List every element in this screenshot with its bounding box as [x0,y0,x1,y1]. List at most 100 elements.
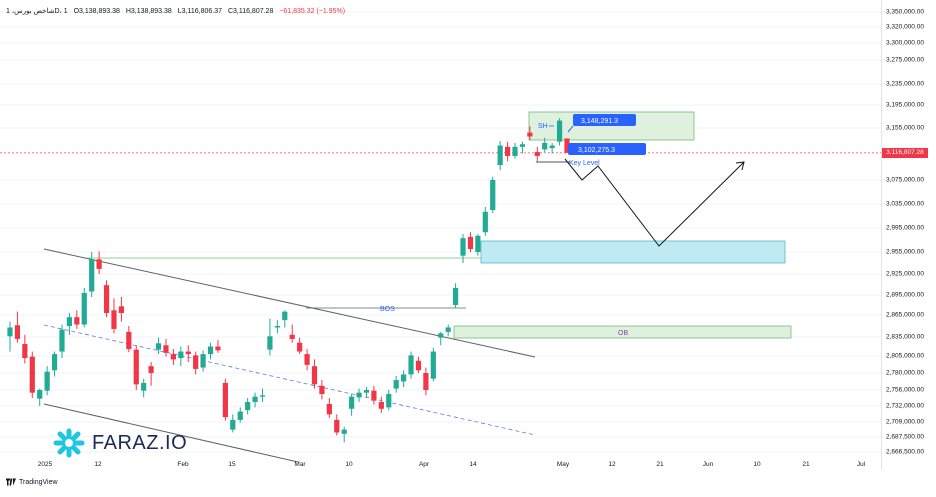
candle-body [326,404,332,415]
price-tick: 2,732,000.00 [886,402,924,410]
candle-body [445,327,451,332]
price-tick: 2,666,500.00 [886,448,924,456]
tradingview-footer[interactable]: TradingView [6,478,58,486]
ohlc-header: شاخص بورس، 1D، 1 O3,138,893.38 H3,138,89… [6,7,345,15]
candle-body [542,142,548,150]
price-tick: 3,195,000.00 [886,101,924,109]
bos-label: BOS [380,306,395,313]
candle-body [170,354,176,360]
time-tick: Jun [702,461,714,468]
tradingview-label: TradingView [19,478,58,486]
key-level-label: Key Level [569,160,600,167]
candle-body [126,331,132,350]
ob-label: OB [618,330,628,337]
candle-body [37,390,43,399]
candle-body [282,311,288,321]
candle-body [430,351,436,379]
sh-label: SH [538,123,548,130]
close-value: C3,116,807.28 [227,8,274,15]
candle-body [14,325,21,339]
candle-body [497,145,503,166]
candle-body [141,382,147,391]
candle-body [460,238,466,256]
time-tick: 21 [802,461,810,468]
candle-body [467,237,474,249]
key-level-price-text: 3,102,275.3 [578,147,615,154]
candle-body [89,259,95,292]
candle-body [363,390,370,393]
candle-body [237,411,243,420]
candle-body [504,146,511,156]
candle-body [334,419,340,433]
candle-body [81,292,87,325]
time-tick: Jul [856,461,866,468]
brand-watermark: FARAZ.IO [52,428,187,458]
price-tick: 3,320,000.00 [886,23,924,31]
candle-body [564,138,570,153]
candle-body [118,306,124,313]
candle-body [163,345,169,353]
candle-body [22,343,28,359]
candle-body [356,392,362,398]
time-tick: May [556,461,570,468]
candle-body [393,380,399,389]
change-value: −61,835.32 (−1.95%) [279,8,346,15]
candle-body [66,317,73,326]
last-price-label: 3,116,807.28 [882,147,928,158]
high-value: H3,138,893.38 [125,8,172,15]
time-tick: Mar [294,461,306,468]
candle-body [519,144,526,147]
candle-body [534,152,540,156]
time-tick: 12 [608,461,616,468]
candle-body [96,259,102,269]
candle-body [200,354,206,368]
sh-badge-pointer [567,125,574,133]
candle-body [7,327,13,337]
candle-body [274,326,280,328]
candle-body [408,355,414,375]
time-tick: 12 [94,461,102,468]
candle-body [111,310,117,329]
faraz-logo-icon [53,428,85,458]
time-tick: Feb [177,461,189,468]
time-tick: Apr [418,461,430,468]
candle-body [341,429,347,434]
candle-body [222,382,228,418]
candle-body [319,385,325,394]
price-tick: 3,275,000.00 [886,56,924,64]
candle-body [512,146,518,156]
candle-body [304,354,310,365]
channel-upper-line [43,248,536,358]
tradingview-logo-icon [6,478,16,486]
sh-price-text: 3,148,291.3 [581,118,618,125]
candle-body [148,366,154,373]
candle-body [155,343,162,350]
candle-body [103,285,110,313]
candle-body [556,120,563,142]
projection-arrow [735,161,745,171]
candle-body [44,371,50,391]
candle-body [453,288,459,305]
candle-body [193,355,199,369]
candle-body [289,334,295,339]
demand-zone [480,240,786,264]
candle-body [133,349,139,385]
channel-mid-line [43,324,536,436]
candle-body [178,351,184,359]
candle-body [401,374,407,382]
time-tick: 2025 [37,461,53,468]
time-axis[interactable] [0,458,881,472]
sh-price-badge [573,114,636,126]
price-tick: 3,035,000.00 [886,200,924,208]
candle-body [215,346,221,351]
price-tick: 3,075,000.00 [886,176,924,184]
price-axis[interactable] [881,0,936,470]
projection-path [564,158,745,247]
brand-name: FARAZ.IO [92,431,188,454]
candle-body [549,145,555,149]
candle-body [245,402,251,411]
order-block-zone [453,325,792,339]
time-tick: 15 [228,461,236,468]
